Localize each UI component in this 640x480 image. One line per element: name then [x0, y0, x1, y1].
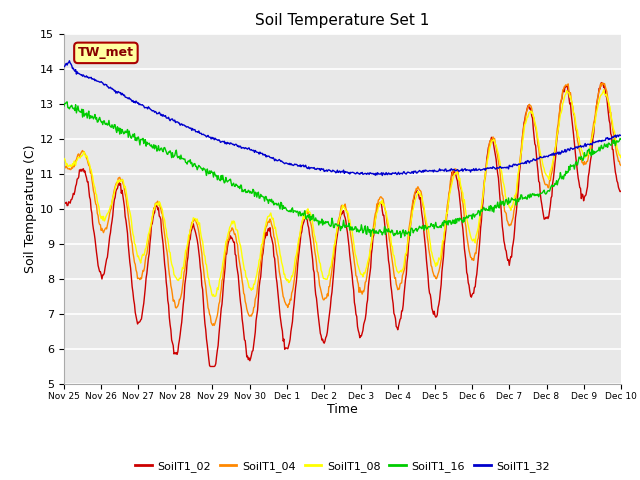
- Legend: SoilT1_02, SoilT1_04, SoilT1_08, SoilT1_16, SoilT1_32: SoilT1_02, SoilT1_04, SoilT1_08, SoilT1_…: [131, 457, 554, 477]
- Y-axis label: Soil Temperature (C): Soil Temperature (C): [24, 144, 37, 273]
- Text: TW_met: TW_met: [78, 47, 134, 60]
- X-axis label: Time: Time: [327, 403, 358, 417]
- Title: Soil Temperature Set 1: Soil Temperature Set 1: [255, 13, 429, 28]
